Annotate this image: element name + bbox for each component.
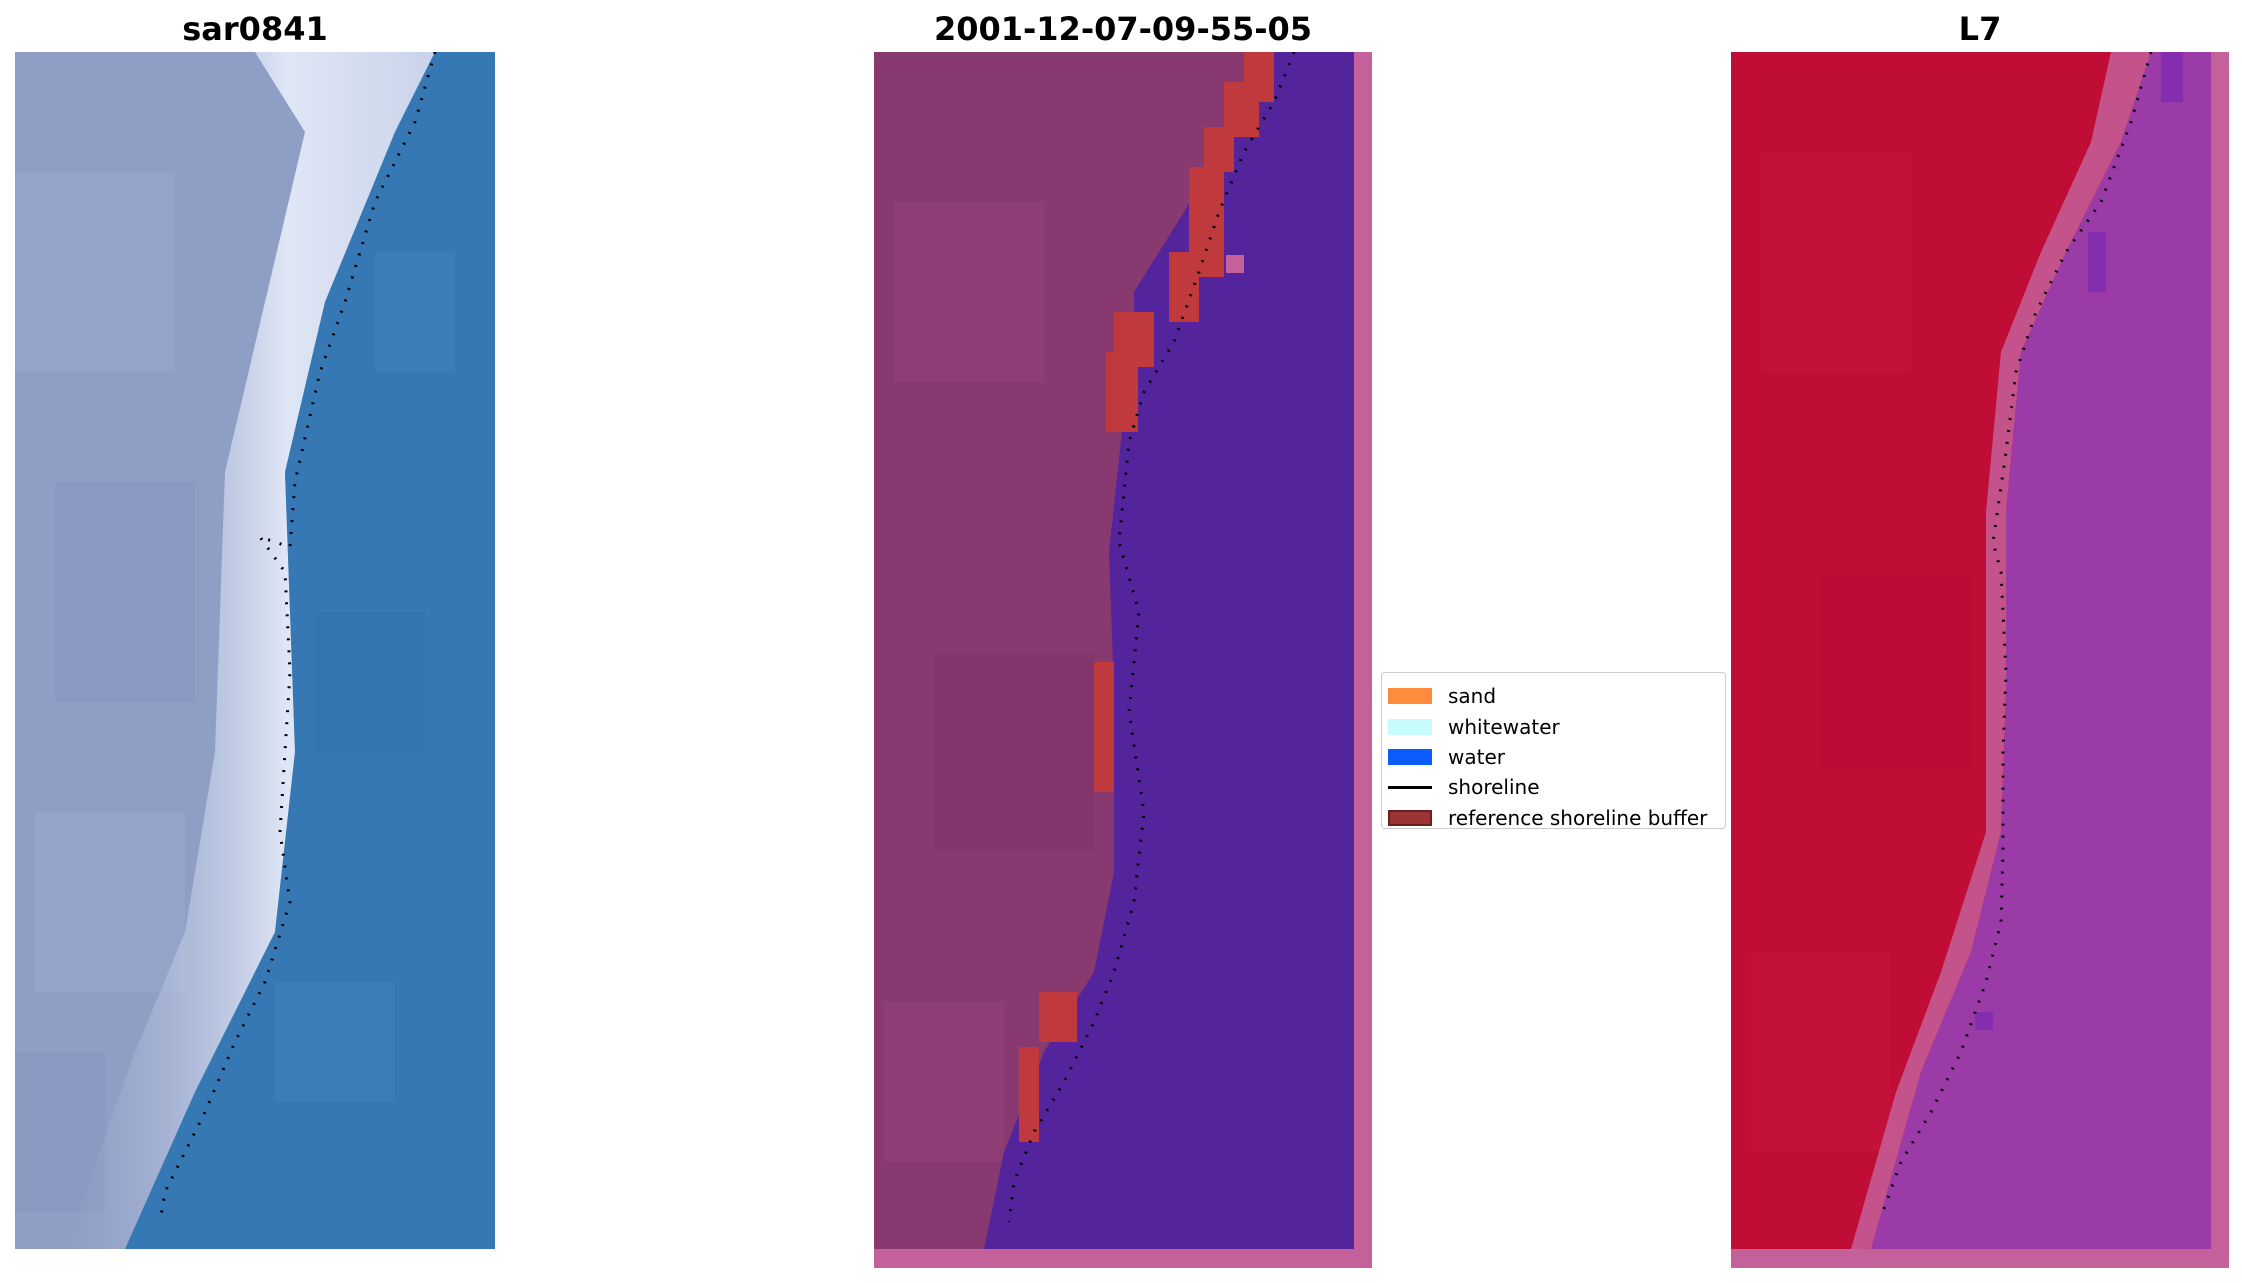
- legend: sand whitewater water shoreline referenc…: [1381, 672, 1726, 830]
- panel-title-rgb: sar0841: [182, 10, 328, 48]
- rgb-land-texture: [15, 172, 195, 1212]
- sand-swatch: [1388, 688, 1432, 705]
- buffer-swatch: [1388, 809, 1432, 826]
- rgb-water-area: [125, 52, 495, 1249]
- classified-land-texture: [884, 202, 1094, 1162]
- legend-label-sand: sand: [1448, 684, 1497, 709]
- legend-label-whitewater: whitewater: [1448, 714, 1560, 739]
- water-swatch: [1388, 748, 1432, 765]
- legend-label-shoreline: shoreline: [1448, 775, 1540, 800]
- mndwi-land-texture: [1751, 152, 1971, 1152]
- legend-item-shoreline: shoreline: [1388, 772, 1725, 802]
- classified-small-mark: [1226, 255, 1244, 273]
- legend-item-sand: sand: [1388, 681, 1725, 711]
- mndwi-water-area: [1871, 52, 2211, 1249]
- shoreline-swatch: [1388, 785, 1432, 789]
- legend-item-buffer: reference shoreline buffer: [1388, 803, 1725, 833]
- rgb-image-panel: [15, 52, 495, 1249]
- classified-water-area: [984, 52, 1354, 1249]
- rgb-water-texture: [275, 252, 455, 1102]
- panel-title-classified: 2001-12-07-09-55-05: [933, 10, 1313, 48]
- whitewater-swatch: [1388, 718, 1432, 735]
- classified-image-panel: [874, 52, 1372, 1268]
- legend-item-whitewater: whitewater: [1388, 711, 1725, 741]
- legend-label-buffer: reference shoreline buffer: [1448, 805, 1708, 830]
- panel-title-mndwi: L7: [1958, 10, 2002, 48]
- rgb-beach-band: [65, 52, 435, 1249]
- mndwi-water-texture: [1975, 52, 2183, 1030]
- mndwi-transition-band: [1851, 52, 2151, 1249]
- legend-label-water: water: [1448, 744, 1505, 769]
- reference-shoreline-buffer: [1019, 52, 1274, 1142]
- mndwi-image-panel: [1731, 52, 2229, 1268]
- legend-item-water: water: [1388, 742, 1725, 772]
